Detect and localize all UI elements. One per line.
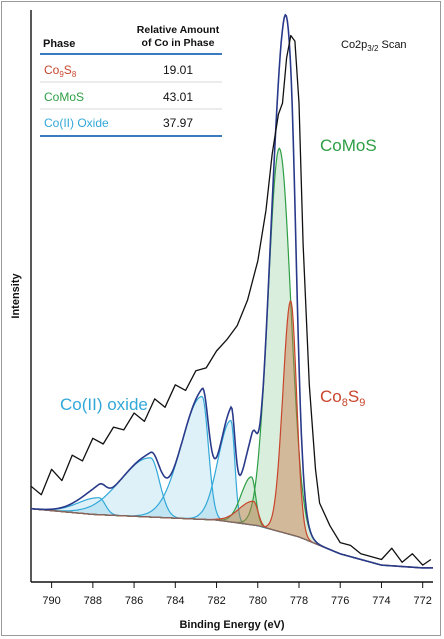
x-tick-label: 788	[84, 595, 102, 607]
x-tick-label: 784	[166, 595, 184, 607]
measured-spectrum	[31, 34, 432, 566]
y-axis-label: Intensity	[10, 273, 22, 319]
co-oxide-annotation: Co(II) oxide	[60, 395, 148, 414]
curves	[31, 13, 433, 569]
x-tick-label: 776	[331, 595, 349, 607]
envelope-curve	[31, 13, 433, 569]
table-row-value: 37.97	[163, 116, 193, 130]
table-row-phase: Co9S8	[44, 63, 77, 79]
co8s9-annotation: Co8S9	[320, 387, 365, 409]
table-header-amount-line1: Relative Amount	[137, 24, 220, 36]
x-axis-label: Binding Energy (eV)	[179, 619, 284, 631]
table-row-phase: Co(II) Oxide	[44, 116, 109, 130]
table-header-amount-line2: of Co in Phase	[142, 37, 215, 49]
table-row-value: 43.01	[163, 90, 193, 104]
table-row-value: 19.01	[163, 63, 193, 77]
table-header-phase: Phase	[43, 38, 75, 50]
x-tick-label: 790	[42, 595, 60, 607]
x-tick-label: 786	[125, 595, 143, 607]
x-tick-label: 774	[372, 595, 390, 607]
x-ticks: 790 788 786 784 782 780 778 776 774 772	[42, 582, 432, 607]
peak-fill-cooxide	[31, 457, 433, 568]
x-tick-label: 772	[414, 595, 432, 607]
phase-table: Phase Relative Amount of Co in Phase Co9…	[40, 24, 222, 137]
chart-title: Co2p3/2 Scan	[341, 39, 407, 53]
peak-fill-cooxide	[31, 420, 433, 568]
comos-annotation: CoMoS	[320, 136, 377, 155]
table-row-phase: CoMoS	[44, 90, 84, 104]
x-tick-label: 780	[249, 595, 267, 607]
x-tick-label: 782	[207, 595, 225, 607]
x-tick-label: 778	[290, 595, 308, 607]
